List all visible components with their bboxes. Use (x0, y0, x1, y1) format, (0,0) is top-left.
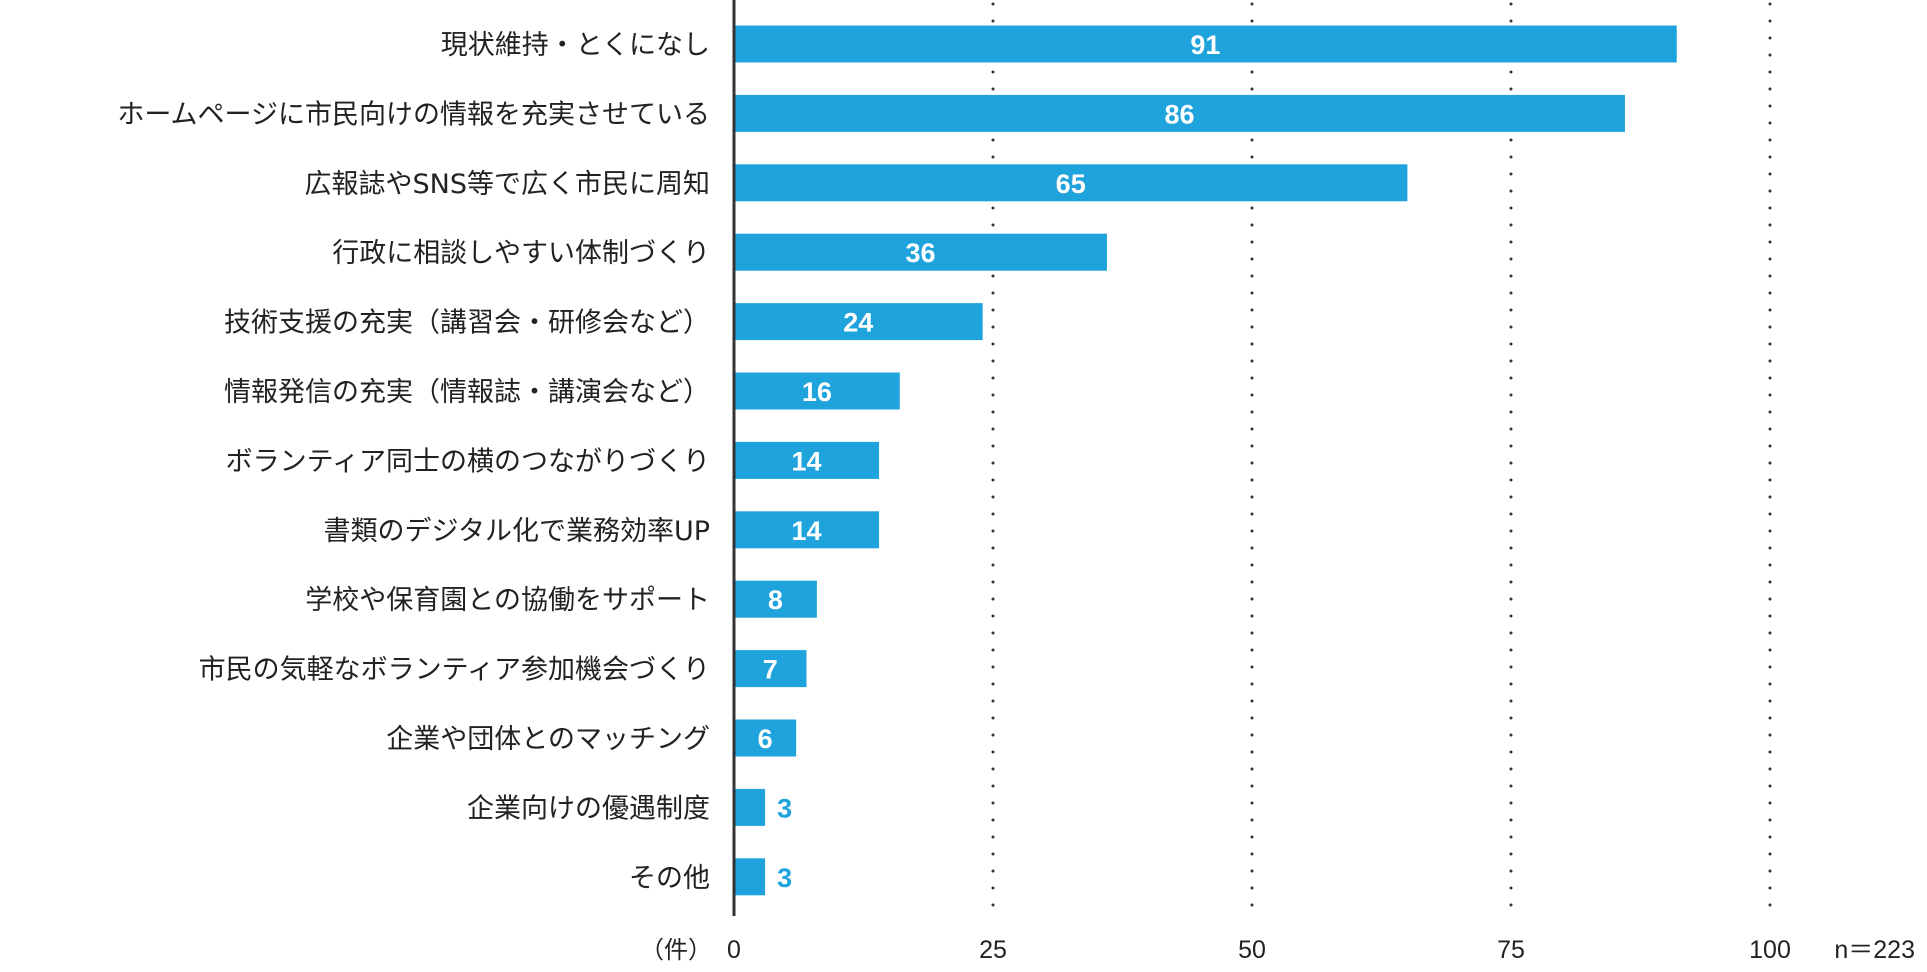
data-label: 3 (777, 863, 792, 893)
bar (734, 719, 797, 757)
category-label: 学校や保育園との協働をサポート (305, 585, 710, 616)
x-tick-label: 25 (979, 936, 1007, 964)
category-label: 技術支援の充実（講習会・研修会など） (224, 308, 710, 339)
category-label: 行政に相談しやすい体制づくり (332, 238, 710, 269)
category-label: ボランティア同士の横のつながりづくり (226, 446, 710, 477)
category-label: 市民の気軽なボランティア参加機会づくり (199, 655, 710, 686)
bar (734, 580, 817, 618)
data-label: 16 (802, 377, 832, 407)
data-label: 86 (1164, 99, 1194, 129)
bar (734, 25, 1677, 63)
data-label: 24 (843, 308, 873, 338)
bar (734, 164, 1408, 202)
data-label: 14 (791, 516, 821, 546)
category-label: 現状維持・とくになし (441, 30, 710, 61)
x-tick-label: 100 (1749, 936, 1791, 964)
x-unit-label: （件） (640, 936, 712, 964)
data-label: 36 (905, 238, 935, 268)
category-label: その他 (629, 863, 710, 894)
bar (734, 372, 900, 410)
bar (734, 511, 880, 549)
category-label: 書類のデジタル化で業務効率UP (323, 516, 710, 547)
bar (734, 303, 983, 341)
data-label: 14 (791, 446, 821, 476)
x-tick-label: 0 (727, 936, 741, 964)
data-label: 7 (763, 655, 778, 685)
bar (734, 650, 807, 688)
category-label: 企業や団体とのマッチング (386, 724, 710, 755)
data-label: 91 (1190, 30, 1220, 60)
data-label: 3 (777, 793, 792, 823)
bar (734, 788, 766, 826)
data-label: 8 (768, 585, 783, 615)
data-label: 6 (758, 724, 773, 754)
data-label: 65 (1056, 169, 1086, 199)
bar (734, 94, 1625, 132)
bar (734, 441, 880, 479)
category-label: 広報誌やSNS等で広く市民に周知 (305, 169, 710, 200)
category-label: 情報発信の充実（情報誌・講演会など） (224, 377, 710, 408)
sample-size-note: n＝223 (1834, 936, 1915, 964)
x-tick-label: 75 (1497, 936, 1525, 964)
bar (734, 233, 1107, 271)
category-label: ホームページに市民向けの情報を充実させている (117, 99, 710, 130)
x-tick-label: 50 (1238, 936, 1266, 964)
category-label: 企業向けの優遇制度 (467, 793, 710, 824)
bar (734, 858, 766, 896)
